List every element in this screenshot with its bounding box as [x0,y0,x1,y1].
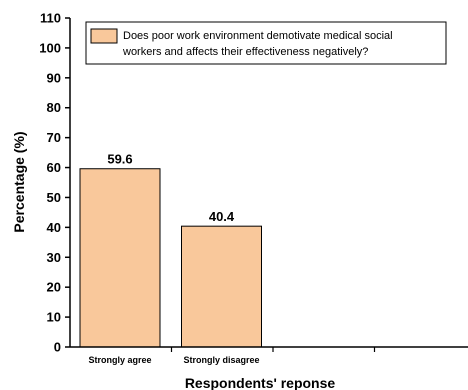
y-tick-label: 90 [47,70,61,85]
bars [79,168,262,348]
y-tick-label: 40 [47,220,61,235]
category-labels: Strongly agree Strongly disagree [88,355,259,365]
y-tick-label: 20 [47,280,61,295]
x-axis-ticks [170,347,376,352]
y-tick-label: 70 [47,130,61,145]
legend: Does poor work environment demotivate me… [85,21,447,65]
bar [181,225,262,348]
legend-text-line-1: Does poor work environment demotivate me… [123,30,393,42]
category-label: Strongly agree [88,355,151,365]
bar [79,168,161,348]
data-labels: 59.6 40.4 [107,152,235,224]
x-axis-title: Respondents' reponse [185,375,336,390]
y-tick-label: 10 [47,310,61,325]
y-tick-label: 110 [40,11,61,26]
legend-text-line-2: workers and affects their effectiveness … [122,46,368,58]
y-tick-label: 0 [54,340,61,355]
legend-box [85,21,447,65]
bar-value-label: 59.6 [107,152,132,167]
y-tick-label: 100 [39,40,61,55]
y-tick-label: 30 [47,250,61,265]
bar-value-label: 40.4 [209,209,235,224]
y-tick-label: 50 [47,190,61,205]
legend-swatch [90,28,118,44]
y-tick-label: 80 [47,100,61,115]
y-axis-title: Percentage (%) [11,131,27,232]
y-axis-ticks: 0 10 20 30 40 50 60 70 80 90 100 110 [39,11,70,355]
y-tick-label: 60 [47,160,61,175]
category-label: Strongly disagree [183,355,259,365]
